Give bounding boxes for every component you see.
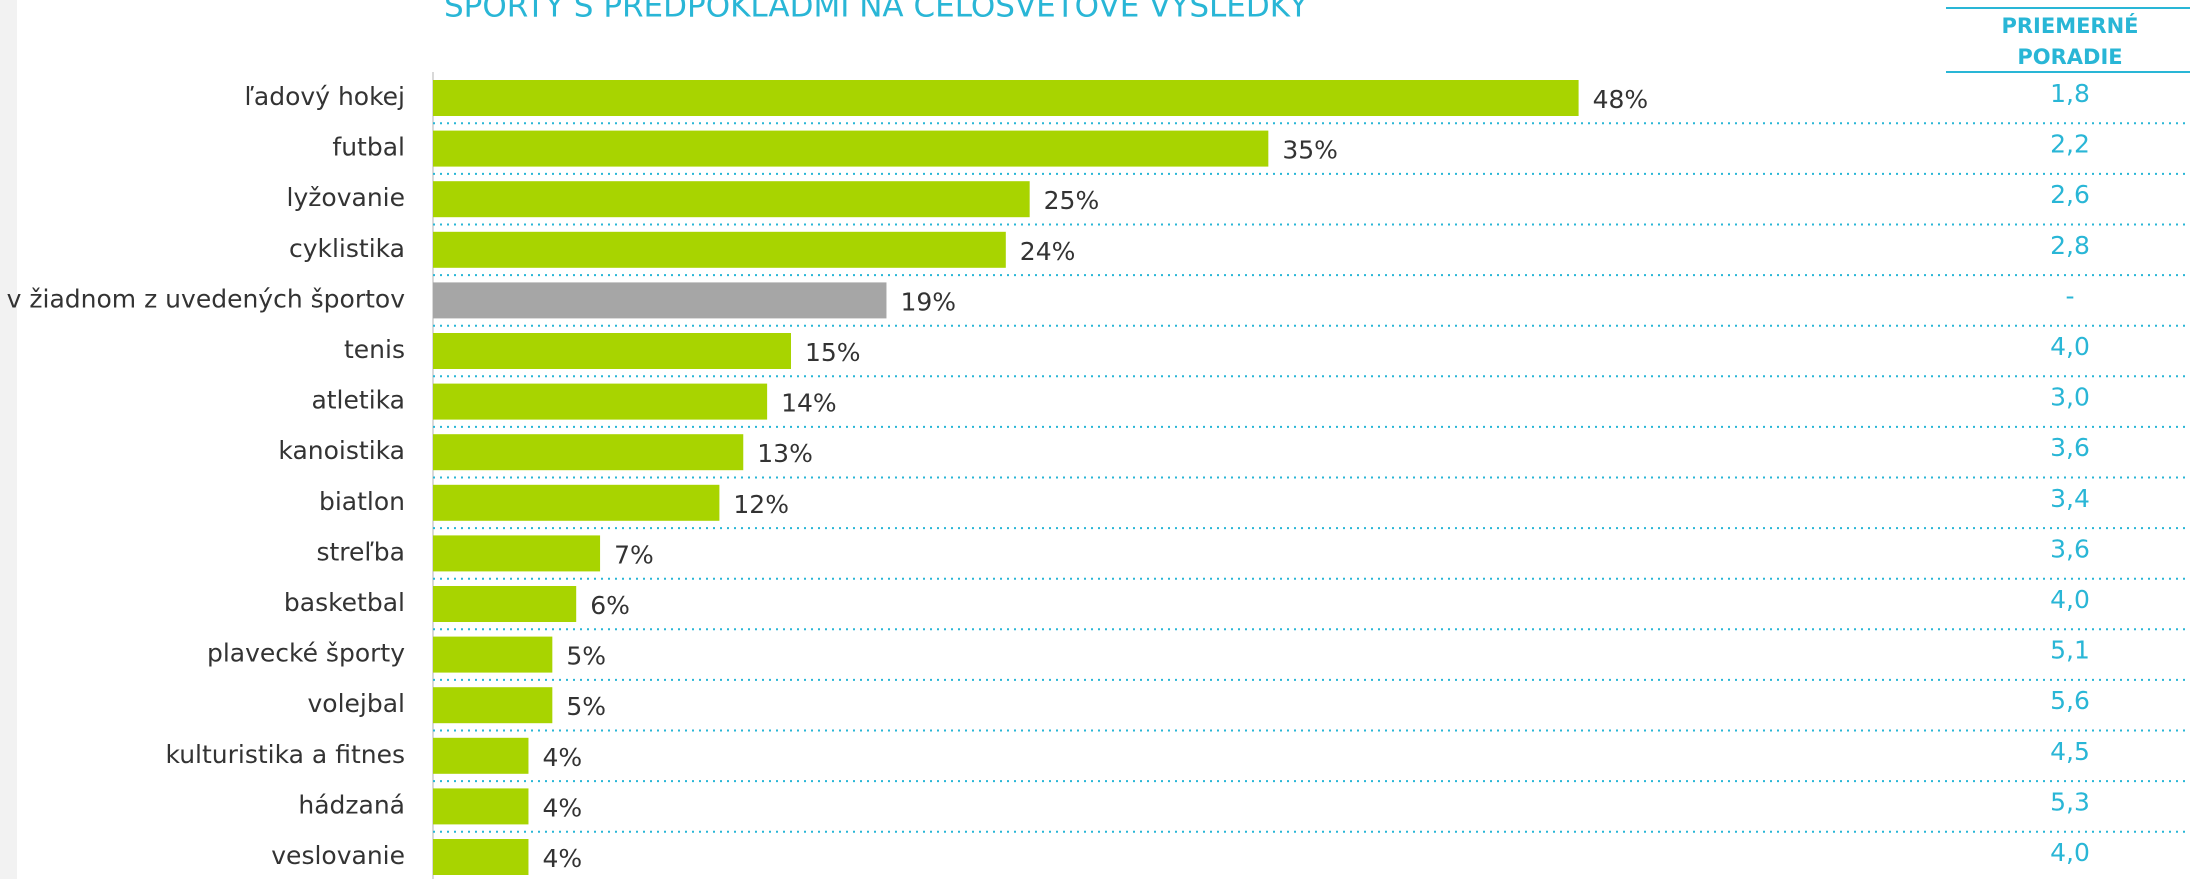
bar — [433, 687, 553, 724]
value-label: 12% — [733, 490, 789, 519]
value-label: 4% — [542, 844, 582, 873]
chart-title: ŠPORTY S PREDPOKLADMI NA CELOSVETOVÉ VÝS… — [444, 0, 1308, 25]
bar — [433, 80, 1579, 116]
category-label: lyžovanie — [287, 183, 405, 212]
category-label: kulturistika a fitnes — [165, 740, 405, 769]
category-label: biatlon — [319, 487, 405, 516]
rank-value: 2,2 — [2050, 130, 2090, 159]
category-label: ľadový hokej — [245, 82, 405, 111]
rank-value: 1,8 — [2050, 79, 2090, 108]
rank-value: 3,6 — [2050, 433, 2090, 462]
category-label: hádzaná — [298, 790, 405, 819]
rank-value: 4,0 — [2050, 585, 2090, 614]
value-label: 5% — [566, 692, 606, 721]
rank-value: 3,6 — [2050, 534, 2090, 563]
rank-value: 3,0 — [2050, 383, 2090, 412]
value-label: 7% — [614, 540, 654, 569]
rank-value: 3,4 — [2050, 484, 2090, 513]
rank-value: - — [2065, 281, 2074, 310]
value-label: 35% — [1282, 136, 1338, 165]
category-label: v žiadnom z uvedených športov — [7, 284, 406, 313]
rank-value: 5,3 — [2050, 787, 2090, 816]
bar — [433, 839, 529, 875]
value-label: 6% — [590, 591, 630, 620]
rank-value: 2,6 — [2050, 180, 2090, 209]
bar — [433, 636, 553, 673]
category-label: streľba — [316, 537, 405, 566]
value-label: 25% — [1044, 186, 1100, 215]
value-label: 13% — [757, 439, 813, 468]
bar — [433, 788, 529, 825]
rank-value: 2,8 — [2050, 231, 2090, 260]
category-label: atletika — [311, 386, 405, 415]
value-label: 15% — [805, 338, 861, 367]
value-label: 14% — [781, 389, 837, 418]
bar — [433, 231, 1006, 268]
rank-value: 5,1 — [2050, 636, 2090, 665]
bar — [433, 181, 1030, 218]
rank-value: 5,6 — [2050, 686, 2090, 715]
bar — [433, 535, 601, 572]
value-label: 48% — [1593, 85, 1649, 114]
bar — [433, 484, 720, 521]
bar — [433, 434, 744, 471]
bar — [433, 282, 887, 319]
value-label: 24% — [1020, 237, 1076, 266]
rank-header: PORADIE — [2017, 45, 2122, 69]
side-strip — [0, 0, 17, 879]
category-label: kanoistika — [278, 436, 405, 465]
rank-value: 4,0 — [2050, 838, 2090, 867]
category-label: futbal — [332, 133, 405, 162]
rank-header: PRIEMERNÉ — [2001, 13, 2138, 38]
rank-value: 4,5 — [2050, 737, 2090, 766]
category-label: cyklistika — [289, 234, 405, 263]
category-label: plavecké športy — [207, 639, 405, 668]
value-label: 4% — [542, 743, 582, 772]
category-label: basketbal — [284, 588, 405, 617]
bar — [433, 383, 768, 420]
bar — [433, 333, 791, 369]
value-label: 4% — [542, 793, 582, 822]
value-label: 5% — [566, 642, 606, 671]
rank-value: 4,0 — [2050, 332, 2090, 361]
value-label: 19% — [900, 287, 956, 316]
bar — [433, 737, 529, 774]
category-label: veslovanie — [271, 841, 405, 870]
category-label: volejbal — [308, 689, 406, 718]
bar — [433, 586, 577, 622]
category-label: tenis — [344, 335, 405, 364]
bar — [433, 130, 1269, 167]
